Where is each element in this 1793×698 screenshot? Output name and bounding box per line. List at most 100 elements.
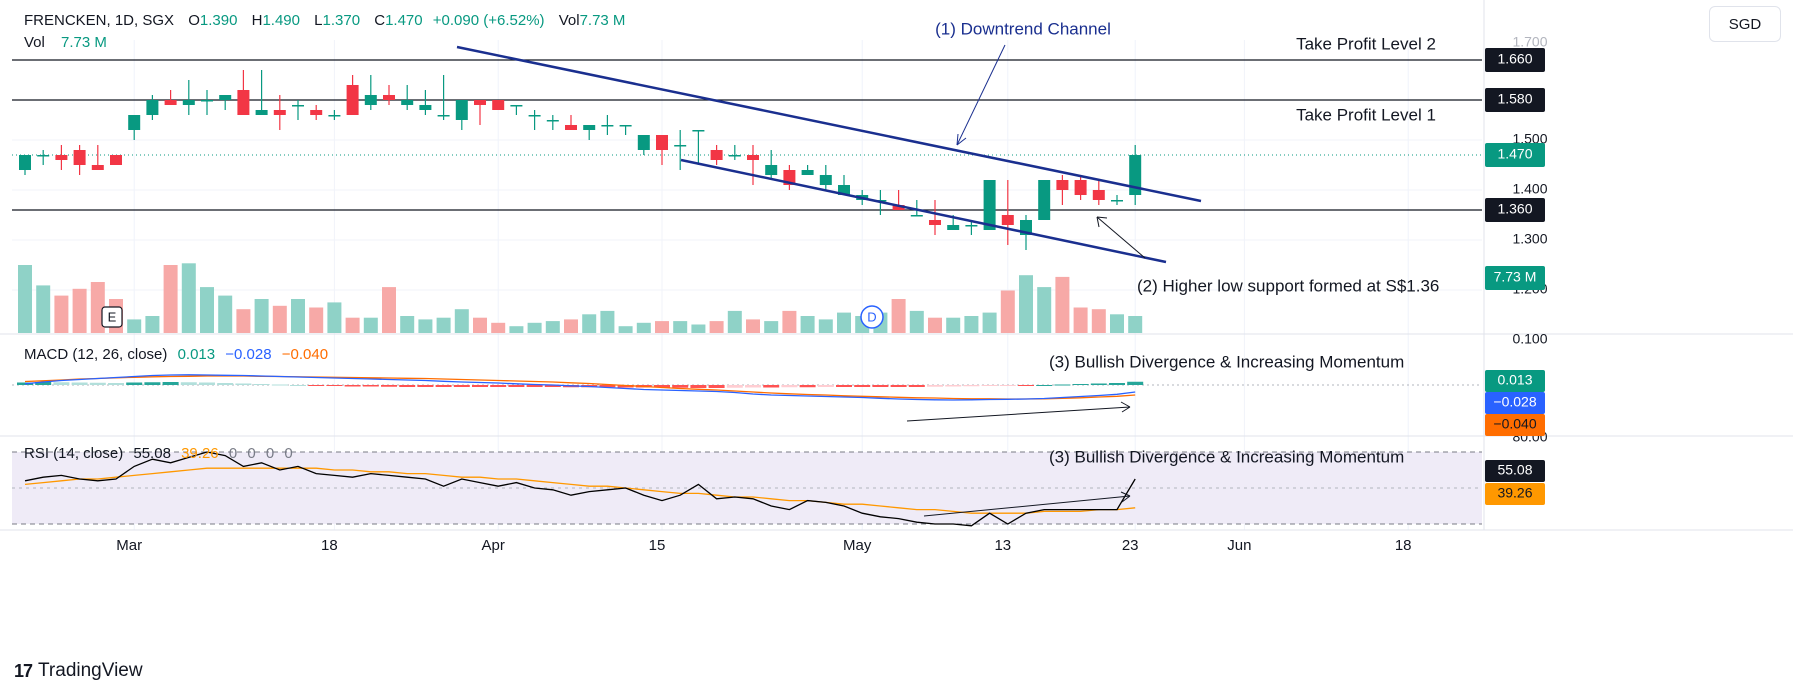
y-axis-tick-label: 1.500 — [1512, 131, 1547, 147]
volume-bar — [564, 319, 578, 333]
macd-histogram-bar — [271, 384, 288, 386]
macd-histogram-bar — [435, 385, 452, 387]
x-axis-tick-label: 18 — [1395, 537, 1412, 554]
macd-histogram-bar — [1109, 383, 1125, 385]
volume-bar — [309, 307, 324, 333]
macd-histogram-bar — [180, 382, 197, 385]
macd-axis-label: −0.040 — [1485, 414, 1545, 436]
volume-bar — [964, 316, 979, 333]
macd-histogram-bar — [726, 385, 743, 388]
macd-histogram-bar — [526, 385, 543, 387]
candle-body — [546, 120, 559, 122]
macd-histogram-bar — [927, 385, 943, 387]
macd-axis-label-box — [1485, 392, 1545, 414]
volume-bar — [909, 310, 924, 333]
volume-legend[interactable]: Vol 7.73 M — [24, 34, 107, 51]
macd-histogram-bar — [781, 385, 798, 388]
macd-histogram-bar — [144, 382, 161, 385]
candle-body — [219, 95, 232, 100]
volume-bar — [418, 319, 433, 333]
macd-histogram-bar — [35, 382, 52, 385]
volume-bar — [545, 321, 560, 333]
annotation-take-profit-1: Take Profit Level 1 — [1296, 105, 1436, 124]
currency-button[interactable]: SGD — [1709, 6, 1781, 42]
volume-bar — [1073, 307, 1088, 333]
volume-bar — [673, 321, 688, 333]
rsi-line — [24, 451, 1136, 527]
symbol-legend[interactable]: FRENCKEN, 1D, SGX O1.390 H1.490 L1.370 C… — [24, 12, 625, 29]
macd-histogram-bar — [544, 385, 561, 387]
candle-body — [328, 115, 341, 117]
price-axis-label-box — [1485, 88, 1545, 112]
macd-histogram-bar — [945, 385, 962, 387]
macd-histogram-bar — [672, 385, 689, 388]
candle-body — [492, 100, 505, 110]
candle-body — [110, 155, 122, 165]
annotation-higher-low-support: (2) Higher low support formed at S$1.36 — [1137, 276, 1439, 295]
ohlc-open: O1.390 — [188, 12, 238, 29]
macd-histogram-bar — [381, 385, 397, 387]
candle-body — [292, 105, 304, 107]
candle-body — [182, 100, 195, 105]
candle-body — [91, 165, 104, 170]
tradingview-logo[interactable]: 17 TradingView — [14, 660, 143, 682]
volume-bar — [272, 305, 287, 333]
macd-histogram-bar — [199, 382, 215, 385]
x-axis-tick-label: 13 — [994, 537, 1011, 554]
price-axis-label: 7.73 M — [1485, 266, 1545, 290]
candle-body — [619, 125, 632, 127]
volume-bar — [655, 321, 669, 333]
macd-histogram-bar — [508, 385, 525, 387]
rsi-axis-label-box — [1485, 483, 1545, 505]
candle-body — [455, 100, 468, 120]
candle-body — [965, 225, 978, 227]
rsi-axis-label-box — [1485, 460, 1545, 482]
volume-bar — [891, 299, 906, 333]
volume-bar — [1110, 314, 1124, 333]
volume-bar — [818, 319, 833, 333]
volume-bar — [291, 299, 305, 333]
macd-histogram-bar — [217, 383, 234, 385]
candle-body — [1074, 180, 1087, 195]
price-axis-label: 1.470 — [1485, 143, 1545, 167]
volume-bar — [837, 312, 851, 333]
tradingview-mark-icon: 17 — [14, 660, 33, 681]
event-badge-label: D — [867, 309, 876, 324]
macd-histogram-bar — [745, 385, 761, 388]
candle-body — [37, 155, 50, 157]
macd-histogram-bar — [162, 382, 179, 385]
candle-body — [128, 115, 141, 130]
macd-histogram-bar — [999, 385, 1016, 386]
volume-bar — [181, 263, 196, 333]
annotation-rsi-divergence: (3) Bullish Divergence & Increasing Mome… — [1049, 447, 1404, 466]
candle-body — [19, 155, 31, 170]
rsi-legend[interactable]: RSI (14, close) 55.08 39.26 0 0 0 0 — [24, 445, 293, 462]
candle-body — [819, 175, 832, 185]
candle-body — [765, 165, 778, 175]
x-axis-tick-label: Mar — [116, 537, 142, 554]
macd-legend[interactable]: MACD (12, 26, close) 0.013 −0.028 −0.040 — [24, 346, 329, 363]
price-axis-label-text: 1.470 — [1497, 146, 1532, 162]
macd-histogram-bar — [1036, 385, 1053, 386]
y-axis-tick-label: 1.300 — [1512, 231, 1547, 247]
macd-axis-label: −0.028 — [1485, 392, 1545, 414]
candle-body — [692, 130, 705, 132]
volume-bar — [1019, 275, 1033, 333]
candle-body — [346, 85, 359, 115]
macd-histogram-bar — [836, 385, 852, 387]
volume-bar — [345, 317, 360, 333]
volume-bar — [491, 322, 506, 333]
macd-histogram-bar — [617, 385, 634, 388]
candle-body — [146, 100, 159, 115]
volume-bar — [454, 309, 469, 333]
symbol-title: FRENCKEN, 1D, SGX — [24, 12, 175, 29]
volume-bars — [18, 263, 1143, 333]
x-axis-tick-label: 15 — [649, 537, 666, 554]
price-axis-label-text: 1.580 — [1497, 91, 1532, 107]
volume-bar — [127, 319, 142, 333]
macd-histogram-bar — [1072, 384, 1089, 385]
volume-bar — [36, 285, 51, 333]
price-axis-label-text: 1.660 — [1497, 51, 1532, 67]
